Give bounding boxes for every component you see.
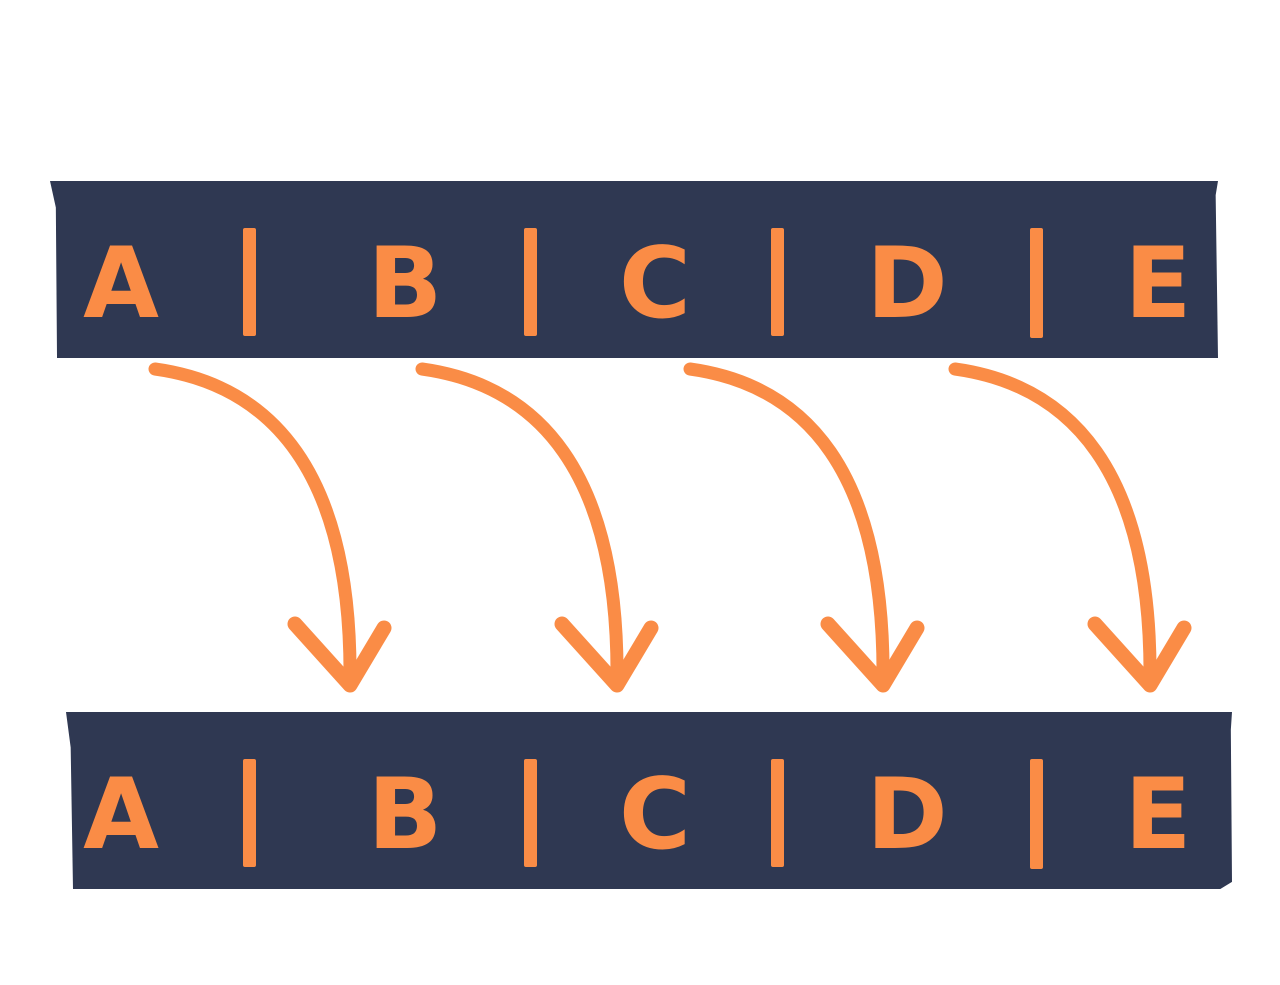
bottom-separator-4 [1030, 759, 1043, 869]
bottom-letter-e: E [1124, 758, 1192, 872]
arrow-d-to-e-head-icon [1087, 616, 1192, 693]
arrow-a-to-b [148, 362, 392, 693]
arrow-a-to-b-head-icon [287, 616, 392, 693]
arrow-d-to-e-shaft [948, 362, 1157, 687]
arrow-b-to-c-head-icon [554, 616, 659, 693]
bottom-separator-2 [524, 759, 537, 867]
bottom-letter-d: D [866, 758, 948, 872]
arrow-b-to-c-shaft [415, 362, 624, 687]
bottom-letter-a: A [83, 758, 159, 872]
top-separator-3 [771, 228, 784, 336]
bottom-letter-c: C [619, 758, 691, 872]
arrow-c-to-d [683, 362, 925, 693]
bottom-letter-b: B [367, 758, 443, 872]
top-letter-c: C [619, 227, 691, 341]
top-letter-e: E [1124, 227, 1192, 341]
top-separator-4 [1030, 228, 1043, 338]
top-letter-a: A [83, 227, 159, 341]
bottom-separator-1 [243, 759, 256, 867]
top-separator-1 [243, 228, 256, 336]
top-letter-d: D [866, 227, 948, 341]
arrow-a-to-b-shaft [148, 362, 357, 687]
bottom-separator-3 [771, 759, 784, 867]
arrow-d-to-e [948, 362, 1192, 693]
arrow-c-to-d-shaft [683, 362, 890, 687]
arrow-c-to-d-head-icon [820, 616, 925, 693]
arrow-b-to-c [415, 362, 659, 693]
top-separator-2 [524, 228, 537, 336]
top-letter-b: B [367, 227, 443, 341]
